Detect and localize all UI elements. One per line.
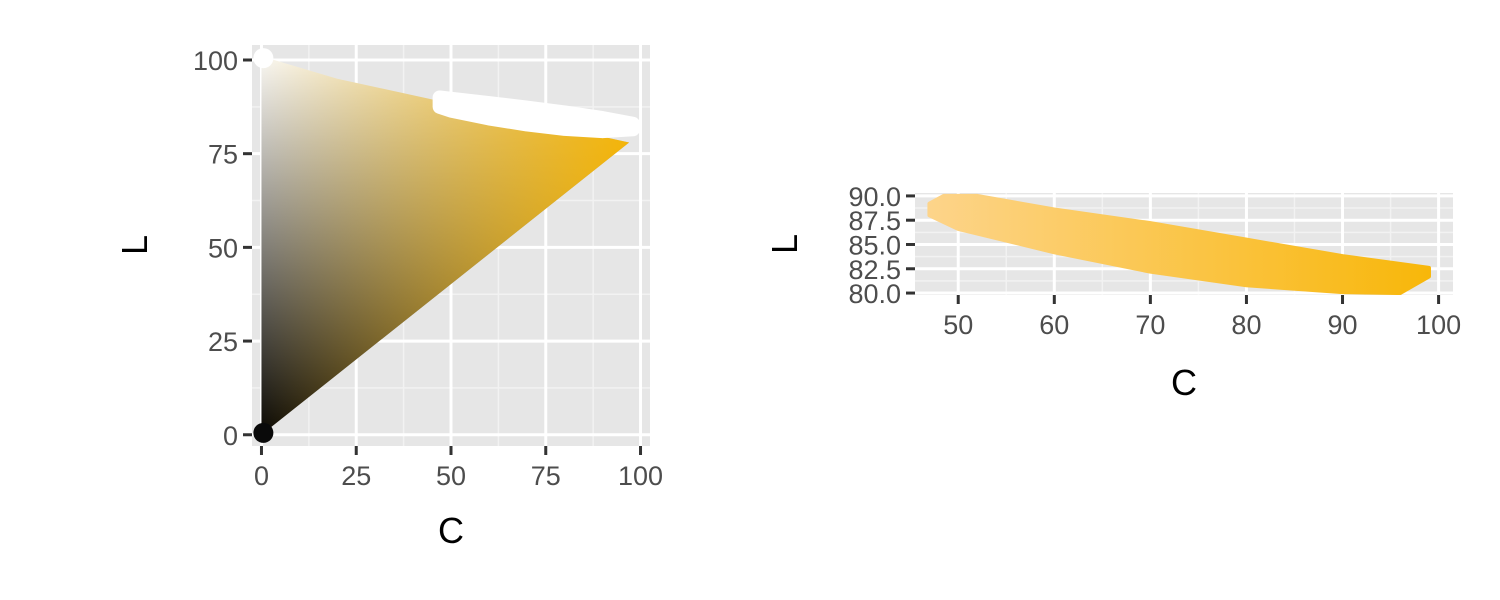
- left-panel: 0 25 50 75 100 0 25 50 75 100 C L: [114, 45, 663, 551]
- left-x-axis: 0 25 50 75 100: [254, 446, 663, 491]
- right-y-axis-title: L: [764, 234, 805, 254]
- right-x-tick-label: 70: [1135, 310, 1165, 340]
- right-x-tick-label: 50: [943, 310, 973, 340]
- left-highlight-band: [432, 90, 640, 139]
- right-y-tick-label: 85.0: [848, 230, 901, 260]
- left-y-axis-title: L: [114, 235, 155, 255]
- right-y-tick-label: 87.5: [848, 206, 901, 236]
- right-x-tick-label: 100: [1416, 310, 1461, 340]
- left-y-tick-label: 0: [223, 421, 238, 451]
- gamut-corner-cap: [253, 48, 274, 69]
- right-x-axis: 50 60 70 80 90 100: [943, 295, 1461, 340]
- right-y-axis: 80.082.585.087.590.0: [848, 182, 915, 309]
- right-y-tick-label: 80.0: [848, 279, 901, 309]
- right-x-tick-label: 60: [1039, 310, 1069, 340]
- right-x-axis-title: C: [1171, 362, 1197, 403]
- left-y-axis: 0 25 50 75 100: [193, 46, 252, 451]
- right-y-tick-label: 82.5: [848, 255, 901, 285]
- right-data-band: [927, 193, 1431, 295]
- gamut-corner-cap: [253, 422, 274, 443]
- left-x-tick-label: 50: [436, 461, 466, 491]
- right-y-tick-label: 90.0: [848, 182, 901, 212]
- right-x-tick-label: 90: [1327, 310, 1357, 340]
- left-x-tick-label: 100: [618, 461, 663, 491]
- left-x-axis-title: C: [438, 510, 464, 551]
- right-x-tick-label: 80: [1231, 310, 1261, 340]
- left-x-tick-label: 0: [254, 461, 269, 491]
- left-y-tick-label: 25: [208, 327, 238, 357]
- left-y-tick-label: 100: [193, 46, 238, 76]
- left-y-tick-label: 50: [208, 233, 238, 263]
- left-y-tick-label: 75: [208, 140, 238, 170]
- left-x-tick-label: 25: [341, 461, 371, 491]
- right-panel: 50 60 70 80 90 100 80.082.585.087.590.0 C L: [764, 182, 1461, 403]
- left-x-tick-label: 75: [531, 461, 561, 491]
